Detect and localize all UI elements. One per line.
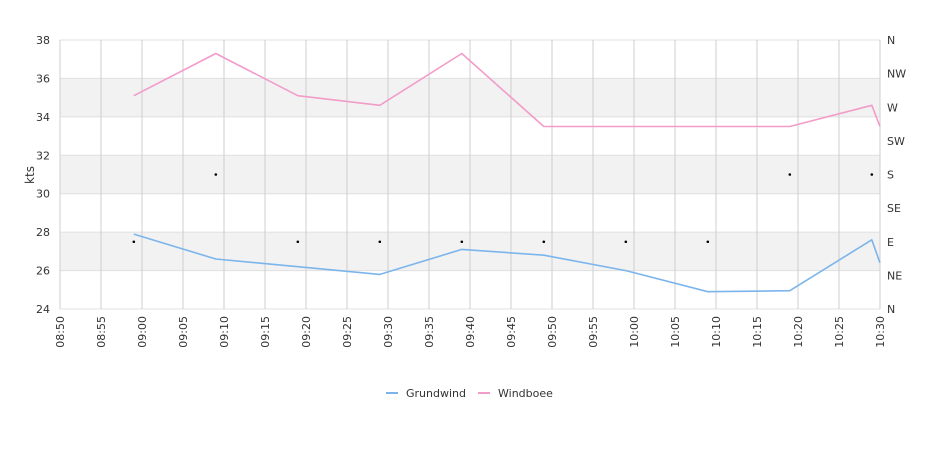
direction-marker <box>296 240 300 244</box>
y2-tick-label: NW <box>887 68 906 81</box>
x-tick-label: 10:25 <box>833 316 846 348</box>
x-tick-label: 09:50 <box>546 316 559 348</box>
direction-marker <box>214 173 218 176</box>
y-axis-title: kts <box>23 166 37 184</box>
legend-item[interactable]: Windboee <box>478 387 553 400</box>
x-tick-label: 09:45 <box>505 316 518 348</box>
direction-marker <box>788 173 792 176</box>
legend-label: Windboee <box>498 387 553 400</box>
y2-tick-label: N <box>887 34 895 47</box>
y2-tick-label: W <box>887 101 898 114</box>
x-tick-label: 08:50 <box>54 316 67 348</box>
x-tick-label: 09:10 <box>218 316 231 348</box>
direction-marker <box>870 173 874 176</box>
y2-tick-label: N <box>887 303 895 316</box>
direction-marker <box>460 240 464 244</box>
y-tick-label: 26 <box>36 265 50 278</box>
y2-tick-label: SE <box>887 202 901 215</box>
y-axis-left: 24 26 28 30 32 34 36 38 <box>36 34 50 316</box>
y-tick-label: 32 <box>36 149 50 162</box>
legend-label: Grundwind <box>406 387 466 400</box>
x-tick-label: 10:00 <box>628 316 641 348</box>
y-tick-label: 38 <box>36 34 50 47</box>
x-tick-label: 08:55 <box>95 316 108 348</box>
x-tick-label: 09:30 <box>382 316 395 348</box>
legend-item[interactable]: Grundwind <box>386 387 466 400</box>
x-tick-label: 09:40 <box>464 316 477 348</box>
x-tick-label: 09:05 <box>177 316 190 348</box>
x-tick-label: 10:30 <box>874 316 887 348</box>
direction-markers <box>132 173 874 244</box>
y-tick-label: 34 <box>36 111 50 124</box>
x-tick-label: 09:00 <box>136 316 149 348</box>
y2-tick-label: NE <box>887 269 902 282</box>
x-tick-label: 10:05 <box>669 316 682 348</box>
y-axis-right: N NW W SW S SE E NE N <box>887 34 906 316</box>
direction-marker <box>624 240 628 244</box>
y2-tick-label: S <box>887 169 894 182</box>
legend[interactable]: Grundwind Windboee <box>386 387 553 400</box>
direction-marker <box>706 240 710 244</box>
direction-marker <box>378 240 382 244</box>
x-tick-label: 10:10 <box>710 316 723 348</box>
grid-lines <box>59 39 881 310</box>
x-tick-label: 09:20 <box>300 316 313 348</box>
x-tick-label: 09:15 <box>259 316 272 348</box>
x-tick-label: 10:20 <box>792 316 805 348</box>
x-tick-label: 10:15 <box>751 316 764 348</box>
y-tick-label: 36 <box>36 72 50 85</box>
y2-tick-label: SW <box>887 135 905 148</box>
direction-marker <box>132 240 136 244</box>
y2-tick-label: E <box>887 236 894 249</box>
y-tick-label: 30 <box>36 188 50 201</box>
series-layer <box>133 52 881 293</box>
y-tick-label: 24 <box>36 303 50 316</box>
x-tick-label: 09:55 <box>587 316 600 348</box>
x-tick-label: 09:25 <box>341 316 354 348</box>
x-axis: 08:50 08:55 09:00 09:05 09:10 09:15 09:20 09:25… <box>54 316 887 348</box>
direction-marker <box>542 240 546 244</box>
x-tick-label: 09:35 <box>423 316 436 348</box>
y-tick-label: 28 <box>36 226 50 239</box>
